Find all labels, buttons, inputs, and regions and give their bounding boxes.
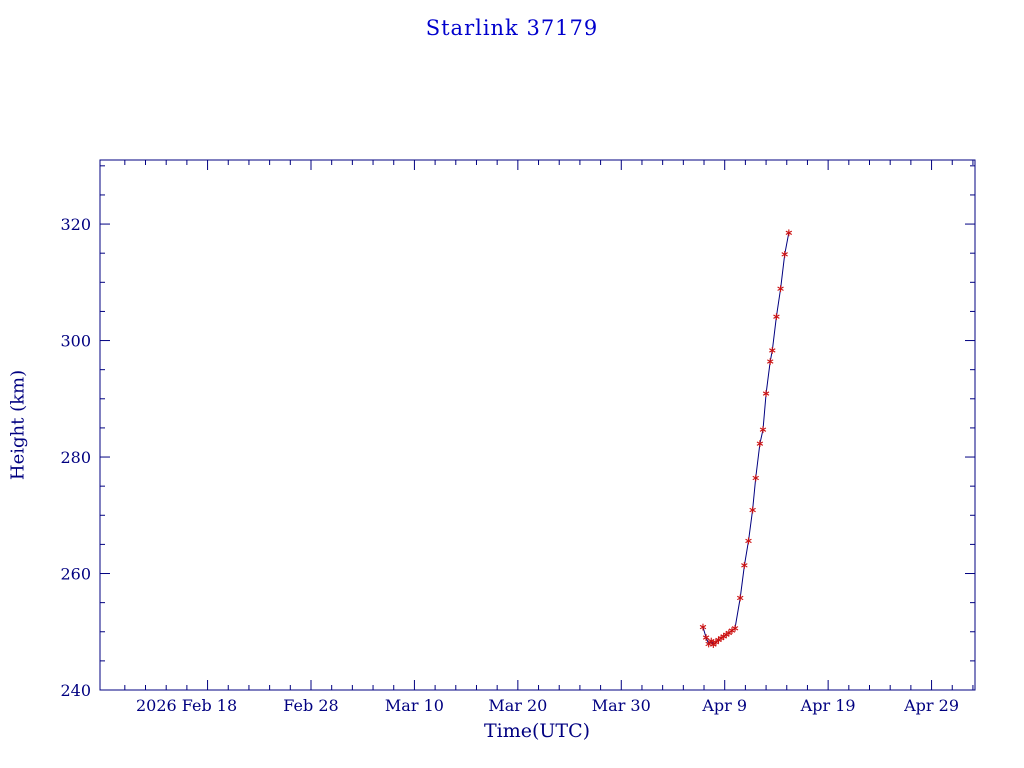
data-point-marker <box>710 641 717 648</box>
marker-stroke <box>766 359 774 364</box>
data-series-line <box>702 232 790 646</box>
x-tick-label: 2026 Feb 18 <box>136 696 237 715</box>
marker-stroke <box>741 563 748 568</box>
marker-stroke <box>773 314 780 319</box>
data-point-marker <box>745 537 752 545</box>
marker-stroke <box>731 626 739 631</box>
marker-stroke <box>769 348 776 353</box>
x-tick-label: Mar 30 <box>592 696 651 715</box>
y-tick-label: 240 <box>60 681 91 700</box>
plot-border <box>99 159 976 691</box>
data-point-marker <box>773 313 780 321</box>
marker-stroke <box>699 624 707 630</box>
marker-stroke <box>762 391 770 396</box>
marker-stroke <box>752 475 759 481</box>
data-point-marker <box>712 638 720 646</box>
marker-stroke <box>759 427 767 432</box>
marker-stroke <box>777 286 784 291</box>
data-point-marker <box>702 634 710 641</box>
data-point-marker <box>731 624 739 632</box>
x-tick-label: Apr 19 <box>800 696 856 715</box>
y-tick-label: 300 <box>60 332 91 351</box>
x-tick-label: Apr 29 <box>903 696 959 715</box>
chart-title: Starlink 37179 <box>425 16 599 40</box>
data-point-marker <box>766 358 774 365</box>
data-point-marker <box>699 623 707 631</box>
marker-stroke <box>781 252 788 257</box>
y-tick-label: 280 <box>60 448 91 467</box>
x-axis-label: Time(UTC) <box>483 720 591 742</box>
y-tick-label: 260 <box>60 565 91 584</box>
data-point-marker <box>736 594 744 602</box>
data-point-marker <box>781 250 788 258</box>
marker-stroke <box>702 635 710 640</box>
marker-stroke <box>736 595 744 601</box>
marker-stroke <box>710 642 717 647</box>
data-point-marker <box>759 426 767 434</box>
marker-stroke <box>712 640 720 645</box>
data-point-marker <box>741 561 748 569</box>
data-point-marker <box>756 440 764 448</box>
marker-stroke <box>756 441 764 446</box>
marker-stroke <box>745 538 752 544</box>
x-tick-label: Apr 9 <box>701 696 747 715</box>
x-tick-label: Mar 10 <box>385 696 444 715</box>
data-point-marker <box>752 474 759 482</box>
x-tick-label: Mar 20 <box>488 696 547 715</box>
data-point-marker <box>769 347 776 354</box>
marker-stroke <box>708 638 715 644</box>
x-tick-label: Feb 28 <box>283 696 338 715</box>
data-point-marker <box>777 285 784 293</box>
y-tick-label: 320 <box>60 215 91 234</box>
data-point-marker <box>749 506 756 514</box>
data-point-marker <box>785 229 793 237</box>
marker-stroke <box>785 230 793 235</box>
marker-stroke <box>749 507 756 513</box>
data-point-marker <box>762 390 770 397</box>
